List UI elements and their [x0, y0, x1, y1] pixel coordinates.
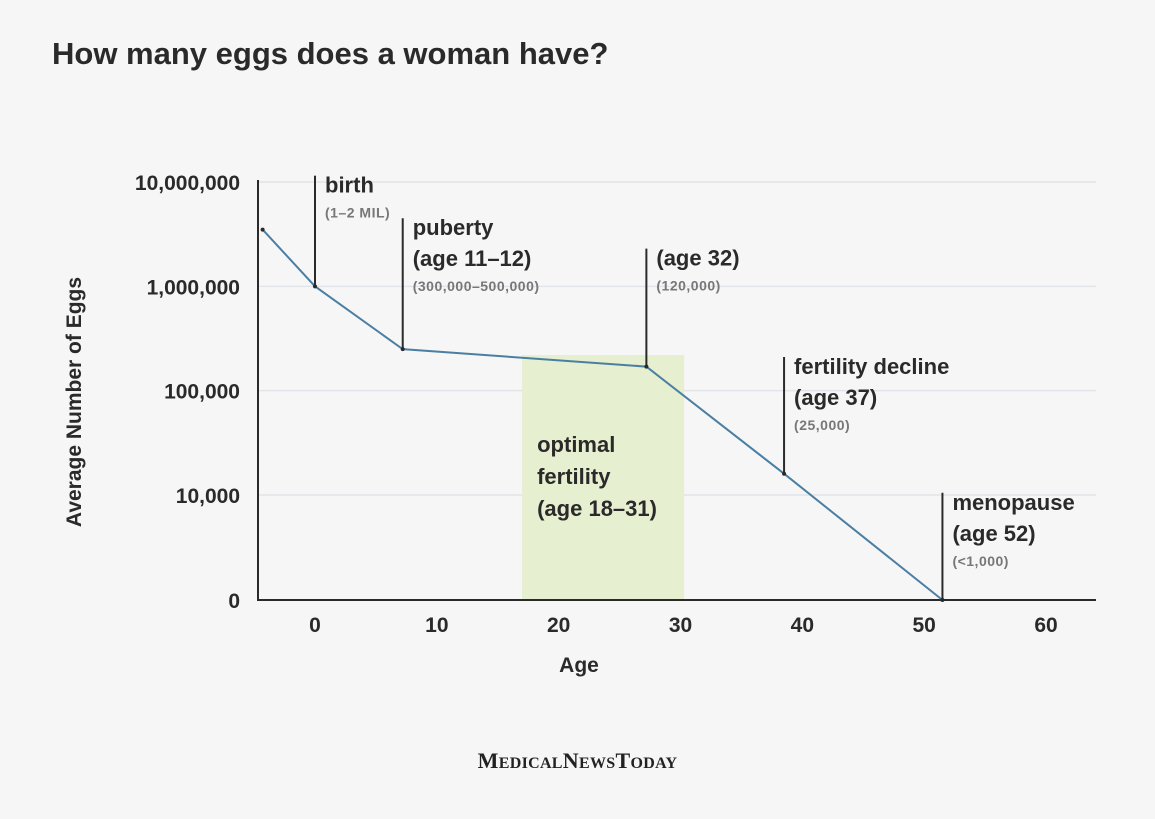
- x-tick-label: 60: [1034, 614, 1057, 637]
- data-point: [260, 227, 265, 232]
- y-tick-label: 100,000: [164, 381, 240, 404]
- annotation-label: (age 11–12): [413, 246, 532, 271]
- brand-part: EDICAL: [498, 755, 563, 772]
- annotation-sublabel: (<1,000): [952, 553, 1009, 569]
- x-axis-label: Age: [559, 654, 599, 677]
- y-tick-label: 0: [228, 590, 240, 613]
- brand-part: ODAY: [630, 755, 678, 772]
- annotation-label: fertility decline: [794, 354, 949, 379]
- annotation-sublabel: (120,000): [656, 278, 720, 294]
- y-axis-label: Average Number of Eggs: [63, 277, 86, 527]
- annotation-label: (age 52): [952, 521, 1035, 546]
- brand-part: N: [562, 748, 579, 773]
- chart-title: How many eggs does a woman have?: [52, 36, 609, 71]
- band-label: (age 18–31): [537, 496, 657, 521]
- x-tick-label: 30: [669, 614, 692, 637]
- y-tick-label: 1,000,000: [147, 276, 240, 299]
- egg-count-line: [261, 228, 944, 601]
- x-tick-label: 40: [791, 614, 814, 637]
- annotation-label: puberty: [413, 215, 494, 240]
- annotation-sublabel: (300,000–500,000): [413, 278, 540, 294]
- annotation-label: menopause: [952, 490, 1074, 515]
- band-label: fertility: [537, 464, 611, 489]
- brand-part: M: [477, 748, 499, 773]
- x-tick-label: 20: [547, 614, 570, 637]
- brand-logo: MEDICALNEWSTODAY: [0, 748, 1155, 774]
- x-tick-label: 10: [425, 614, 448, 637]
- y-tick-label: 10,000,000: [135, 172, 240, 195]
- optimal-fertility-band: [522, 355, 685, 600]
- brand-part: T: [615, 748, 631, 773]
- x-tick-label: 50: [912, 614, 935, 637]
- annotation-sublabel: (25,000): [794, 417, 850, 433]
- annotation-label: (age 37): [794, 385, 877, 410]
- annotation-sublabel: (1–2 MIL): [325, 205, 390, 221]
- x-tick-label: 0: [309, 614, 321, 637]
- brand-part: EWS: [579, 755, 616, 772]
- annotation-label: (age 32): [656, 246, 739, 271]
- y-tick-label: 10,000: [176, 485, 240, 508]
- annotation-label: birth: [325, 173, 374, 198]
- band-label: optimal: [537, 432, 615, 457]
